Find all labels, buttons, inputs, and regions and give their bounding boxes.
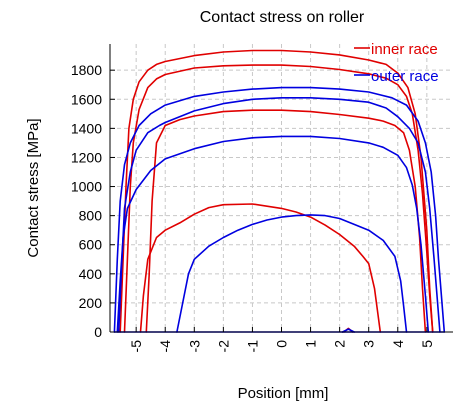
legend-label: outer race bbox=[371, 68, 439, 85]
x-tick-label: 3 bbox=[361, 340, 377, 348]
x-tick-label: -4 bbox=[157, 340, 173, 353]
y-tick-label: 400 bbox=[79, 266, 103, 282]
x-tick-label: -2 bbox=[215, 340, 231, 353]
y-tick-label: 1000 bbox=[71, 179, 102, 195]
grid bbox=[110, 44, 453, 333]
x-axis-label: Position [mm] bbox=[238, 385, 329, 402]
outer-race-series-line bbox=[341, 328, 356, 333]
y-tick-label: 1200 bbox=[71, 149, 102, 165]
y-axis-label: Contact stress [MPa] bbox=[25, 118, 42, 257]
x-tick-label: 2 bbox=[332, 340, 348, 348]
x-tick-label: 5 bbox=[419, 340, 435, 348]
y-tick-label: 0 bbox=[94, 324, 102, 340]
legend: inner race outer race bbox=[354, 41, 439, 85]
y-tick-label: 200 bbox=[79, 295, 103, 311]
y-tick-label: 1800 bbox=[71, 62, 102, 78]
inner-race-series-line bbox=[139, 203, 382, 333]
inner-race-series-line bbox=[123, 64, 434, 333]
inner-race-series-line bbox=[145, 109, 427, 333]
outer-race-series-line bbox=[113, 86, 446, 333]
x-tick-label: -3 bbox=[186, 340, 202, 353]
y-tick-label: 600 bbox=[79, 237, 103, 253]
y-tick-label: 800 bbox=[79, 208, 103, 224]
y-tick-label: 1600 bbox=[71, 91, 102, 107]
inner-race-series-line bbox=[119, 49, 434, 333]
outer-race-series-line bbox=[176, 214, 408, 333]
x-tick-label: 1 bbox=[303, 340, 319, 348]
legend-label: inner race bbox=[371, 41, 438, 58]
chart-title: Contact stress on roller bbox=[200, 9, 365, 26]
x-tick-label: 0 bbox=[274, 340, 290, 348]
x-tick-label: 4 bbox=[390, 340, 406, 348]
x-tick-label: -5 bbox=[128, 340, 144, 353]
outer-race-series-line bbox=[117, 97, 441, 333]
y-tick-label: 1400 bbox=[71, 120, 102, 136]
x-tick-label: -1 bbox=[244, 340, 260, 353]
outer-race-series-line bbox=[116, 135, 430, 333]
